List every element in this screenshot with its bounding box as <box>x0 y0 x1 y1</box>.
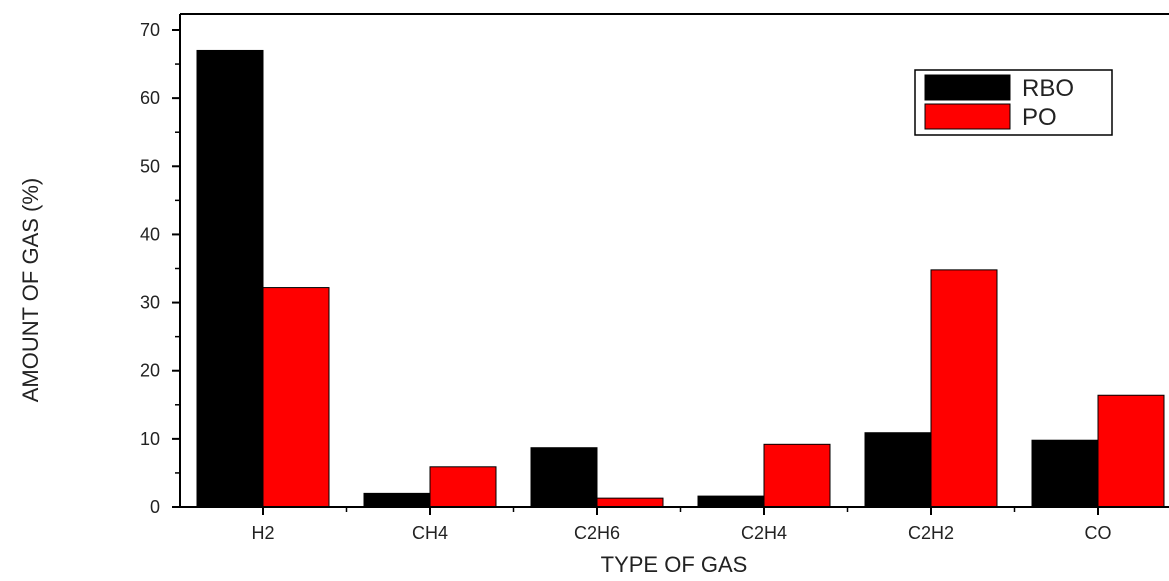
x-ticks: H2 CH4 C2H6 C2H4 C2H2 CO <box>251 507 1112 543</box>
x-tick-label: C2H4 <box>741 523 787 543</box>
bar-rbo-c2h2 <box>864 432 932 508</box>
y-tick-label: 70 <box>140 20 160 40</box>
bar-rbo-co <box>1031 439 1099 508</box>
x-tick-label: C2H6 <box>574 523 620 543</box>
bar-rbo-ch4 <box>363 492 431 508</box>
legend-swatch-po <box>924 103 1011 130</box>
y-tick-label: 30 <box>140 293 160 313</box>
x-axis-title: TYPE OF GAS <box>601 552 748 576</box>
legend-label-rbo: RBO <box>1022 75 1074 102</box>
x-tick-label: C2H2 <box>908 523 954 543</box>
bar-po-c2h6 <box>596 497 664 508</box>
y-tick-label: 50 <box>140 156 160 176</box>
y-ticks: 0 10 20 30 40 50 60 70 <box>140 20 180 517</box>
x-tick-label: H2 <box>251 523 274 543</box>
bars-layer <box>196 49 1165 508</box>
y-tick-label: 10 <box>140 429 160 449</box>
x-tick-label: CO <box>1085 523 1112 543</box>
legend-swatch-rbo <box>924 74 1011 101</box>
axes-layer <box>179 13 1169 508</box>
bar-rbo-c2h6 <box>530 447 598 508</box>
x-tick-label: CH4 <box>412 523 448 543</box>
bar-po-co <box>1097 394 1165 508</box>
bar-po-ch4 <box>429 466 497 508</box>
y-tick-label: 20 <box>140 361 160 381</box>
y-axis-title: AMOUNT OF GAS (%) <box>18 178 43 403</box>
y-tick-label: 0 <box>150 497 160 517</box>
y-tick-label: 60 <box>140 88 160 108</box>
bar-po-h2 <box>262 287 330 508</box>
y-tick-label: 40 <box>140 224 160 244</box>
legend-label-po: PO <box>1022 104 1057 131</box>
bar-po-c2h2 <box>930 269 998 508</box>
bar-rbo-h2 <box>196 49 264 508</box>
bar-rbo-c2h4 <box>697 495 765 508</box>
bar-po-c2h4 <box>763 443 831 508</box>
